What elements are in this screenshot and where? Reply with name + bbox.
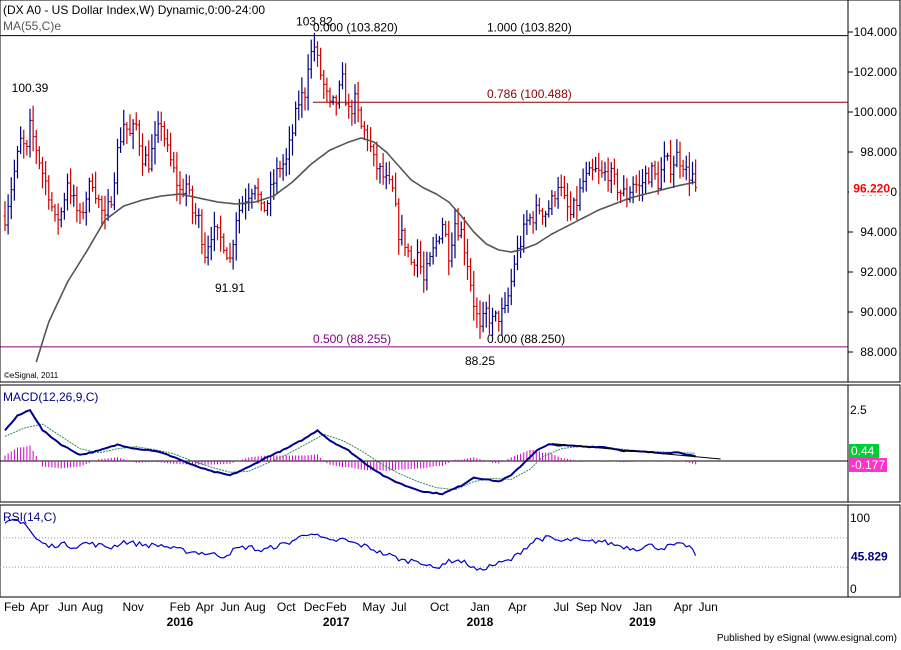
rsi-value-box: [849, 547, 893, 564]
chart-title: (DX A0 - US Dollar Index,W) Dynamic,0:00…: [3, 3, 265, 17]
macd-panel-frame: [0, 384, 849, 503]
date-axis: Feb Apr Jun Aug Nov Feb Apr Jun Aug Oct Dec Feb May J…: [4, 600, 718, 629]
macd-trendline: [551, 443, 721, 460]
price-tick-label: 98.000: [860, 145, 897, 159]
price-annotation: 100.39: [12, 81, 49, 95]
macd-signal-value-box: [849, 458, 887, 472]
year-label: 2017: [323, 615, 350, 629]
month-label: Apr: [30, 600, 49, 614]
month-label: Jan: [633, 600, 652, 614]
price-annotation: 88.25: [465, 354, 495, 368]
year-label: 2016: [167, 615, 194, 629]
month-label: Apr: [674, 600, 693, 614]
month-label: Feb: [170, 600, 191, 614]
price-tick-label: 104.000: [854, 25, 898, 39]
macd-legend-label: MACD(12,26,9,C): [3, 390, 98, 404]
fib-label-0000-top: 0.000 (103.820): [313, 21, 398, 35]
year-label: 2018: [467, 615, 494, 629]
price-tick-label: 88.000: [860, 345, 897, 359]
last-price-box: [849, 179, 891, 196]
macd-signal-value-label: -0.177: [851, 458, 885, 472]
rsi-value-label: 45.829: [851, 550, 888, 564]
month-label: Feb: [4, 600, 25, 614]
price-tick-label: 102.000: [854, 65, 898, 79]
rsi-panel-frame: [0, 504, 849, 598]
publisher-label: Published by eSignal (www.esignal.com): [717, 633, 897, 644]
month-label: Dec: [304, 600, 325, 614]
month-label: Jun: [698, 600, 717, 614]
month-label: Aug: [244, 600, 265, 614]
ma-legend-label: MA(55,C)e: [3, 19, 61, 33]
price-tick-label: 90.000: [860, 305, 897, 319]
month-label: Sep: [576, 600, 598, 614]
macd-tick-label: 2.5: [850, 403, 867, 417]
price-tick-label: 92.000: [860, 265, 897, 279]
month-label: Oct: [430, 600, 449, 614]
macd-axis-frame: [847, 384, 901, 503]
month-label: Jun: [58, 600, 77, 614]
month-label: Jul: [391, 600, 406, 614]
fib-label-1000: 1.000 (103.820): [487, 21, 572, 35]
copyright-label: ©eSignal, 2011: [4, 371, 59, 380]
month-label: Apr: [508, 600, 527, 614]
rsi-panel: 100 0 45.829: [0, 511, 893, 596]
month-label: Jun: [220, 600, 239, 614]
price-panel-frame: [0, 0, 849, 383]
fib-label-0000-bottom: 0.000 (88.250): [487, 332, 565, 346]
month-label: Oct: [277, 600, 296, 614]
price-annotation: 91.91: [215, 281, 245, 295]
rsi-legend-label: RSI(14,C): [3, 510, 56, 524]
price-panel: 104.000102.000100.00098.00096.00094.0009…: [0, 15, 897, 368]
macd-value-label: 0.44: [851, 444, 875, 458]
fib-label-0786: 0.786 (100.488): [487, 87, 572, 101]
price-tick-label: 94.000: [860, 225, 897, 239]
macd-value-box: [849, 444, 879, 458]
rsi-line: [4, 518, 697, 571]
macd-panel: 2.5 0.44-0.177: [0, 403, 887, 496]
month-label: Nov: [122, 600, 143, 614]
month-label: Apr: [196, 600, 215, 614]
month-label: Feb: [326, 600, 347, 614]
year-label: 2019: [629, 615, 656, 629]
month-label: Jan: [470, 600, 489, 614]
price-annotation: 103.82: [296, 15, 333, 29]
last-price-label: 96.220: [853, 182, 890, 196]
month-label: Aug: [82, 600, 103, 614]
price-tick-label: 100.000: [854, 105, 898, 119]
month-label: Nov: [601, 600, 622, 614]
month-label: Jul: [554, 600, 569, 614]
rsi-tick-label: 0: [850, 582, 857, 596]
fib-label-0500: 0.500 (88.255): [313, 332, 391, 346]
ma-55-line: [35, 137, 696, 363]
rsi-tick-label: 100: [850, 511, 870, 525]
month-label: May: [362, 600, 385, 614]
